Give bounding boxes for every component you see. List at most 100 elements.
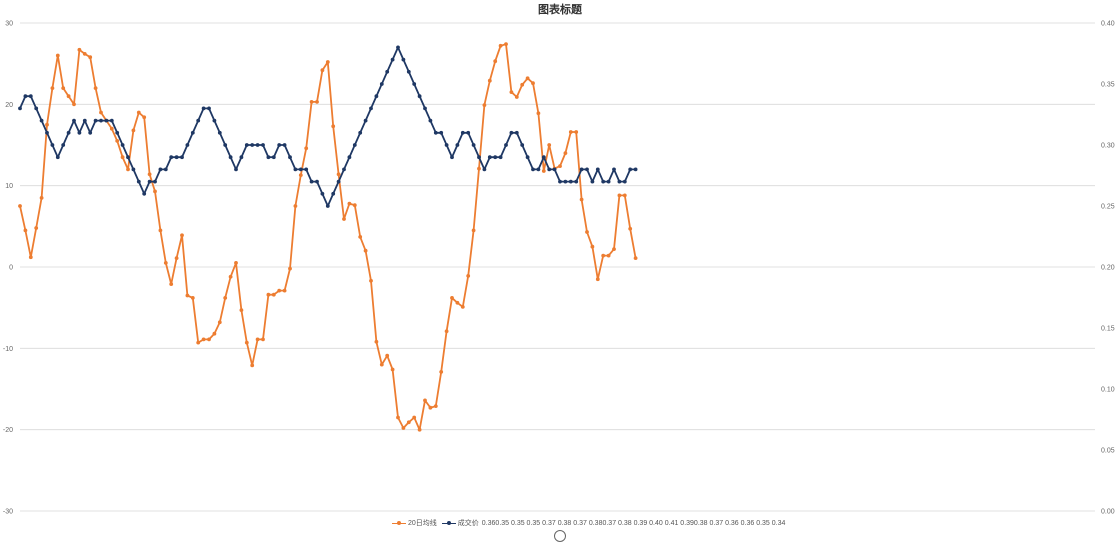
data-point bbox=[336, 172, 341, 177]
data-point bbox=[331, 124, 336, 129]
data-point bbox=[579, 167, 584, 172]
data-point bbox=[358, 235, 363, 239]
data-point bbox=[595, 167, 600, 172]
data-point bbox=[358, 130, 363, 135]
data-point bbox=[482, 167, 487, 172]
data-point bbox=[428, 118, 433, 123]
data-point bbox=[531, 81, 535, 86]
data-point bbox=[293, 204, 298, 208]
data-point bbox=[288, 155, 292, 160]
data-point bbox=[239, 308, 244, 312]
data-point bbox=[574, 130, 579, 134]
data-point bbox=[617, 179, 622, 184]
data-point bbox=[207, 337, 211, 342]
data-point bbox=[628, 167, 633, 172]
data-point bbox=[379, 82, 384, 86]
data-point bbox=[585, 167, 589, 172]
data-point bbox=[174, 256, 179, 260]
data-point bbox=[612, 167, 616, 172]
data-point bbox=[147, 179, 152, 184]
data-point bbox=[520, 143, 525, 147]
left-tick-label: -10 bbox=[3, 346, 13, 353]
data-point bbox=[558, 164, 562, 169]
data-point bbox=[617, 193, 622, 198]
legend-item-ma20: 20日均线 bbox=[392, 518, 437, 528]
right-tick-label: 0.40 bbox=[1101, 21, 1115, 28]
data-point bbox=[18, 106, 22, 111]
data-point bbox=[126, 167, 130, 172]
data-point bbox=[423, 398, 427, 403]
data-point bbox=[450, 155, 454, 160]
chart-title: 图表标题 bbox=[538, 4, 582, 16]
data-point bbox=[45, 130, 49, 135]
data-point bbox=[261, 143, 265, 147]
right-tick-label: 0.20 bbox=[1101, 265, 1115, 272]
data-point bbox=[417, 427, 422, 432]
data-point bbox=[131, 128, 136, 133]
data-point bbox=[298, 167, 303, 172]
data-point bbox=[471, 143, 476, 147]
data-point bbox=[417, 94, 422, 99]
data-point bbox=[196, 340, 201, 345]
data-point bbox=[99, 110, 103, 115]
data-point bbox=[244, 340, 249, 345]
data-point bbox=[487, 155, 492, 160]
data-point bbox=[455, 143, 460, 147]
data-point bbox=[158, 228, 163, 233]
data-point bbox=[66, 130, 71, 135]
data-point bbox=[574, 179, 579, 184]
data-point bbox=[250, 143, 255, 147]
data-point bbox=[466, 130, 471, 135]
data-point bbox=[315, 100, 319, 104]
data-point bbox=[109, 126, 114, 131]
series-layer bbox=[18, 42, 638, 432]
data-point bbox=[212, 118, 217, 123]
data-point bbox=[77, 47, 82, 52]
data-point bbox=[282, 143, 287, 147]
data-point bbox=[320, 68, 325, 73]
legend: 20日均线 成交价 0.360.35 0.35 0.35 0.37 0.38 0… bbox=[392, 518, 790, 528]
data-point bbox=[28, 94, 33, 99]
data-point bbox=[601, 179, 606, 184]
data-point bbox=[601, 253, 606, 258]
data-point bbox=[352, 143, 357, 147]
left-tick-label: 20 bbox=[5, 102, 13, 109]
data-point bbox=[423, 106, 427, 111]
data-point bbox=[147, 172, 152, 177]
data-point bbox=[558, 179, 562, 184]
data-point bbox=[50, 143, 55, 147]
data-point bbox=[633, 256, 638, 260]
data-point bbox=[352, 203, 357, 208]
data-point bbox=[304, 146, 309, 151]
data-point bbox=[622, 179, 627, 184]
data-point bbox=[541, 155, 546, 160]
data-point bbox=[266, 292, 271, 297]
legend-extra-labels: 0.360.35 0.35 0.35 0.37 0.38 0.37 0.380.… bbox=[481, 519, 786, 527]
data-point bbox=[369, 106, 373, 111]
data-point bbox=[525, 155, 530, 160]
data-point bbox=[563, 179, 568, 184]
data-point bbox=[217, 320, 222, 325]
gridlines bbox=[20, 22, 1095, 512]
scroll-handle[interactable] bbox=[554, 530, 566, 542]
data-point bbox=[131, 167, 136, 172]
data-point bbox=[136, 179, 141, 184]
data-point bbox=[385, 69, 390, 74]
data-point bbox=[547, 167, 552, 172]
left-axis-ticks: 30 20 10 0 -10 -20 -30 bbox=[3, 21, 13, 516]
data-point bbox=[104, 118, 109, 123]
left-tick-label: 0 bbox=[9, 265, 13, 272]
data-point bbox=[363, 118, 368, 123]
data-point bbox=[277, 143, 282, 147]
data-point bbox=[509, 90, 514, 94]
data-point bbox=[304, 167, 309, 172]
data-point bbox=[396, 45, 400, 50]
data-point bbox=[460, 130, 465, 135]
data-point bbox=[633, 167, 638, 172]
data-point bbox=[493, 59, 498, 64]
data-point bbox=[320, 191, 325, 196]
data-point bbox=[250, 363, 255, 368]
data-point bbox=[136, 110, 141, 115]
legend-label-ma20: 20日均线 bbox=[408, 520, 437, 527]
data-point bbox=[433, 130, 438, 135]
